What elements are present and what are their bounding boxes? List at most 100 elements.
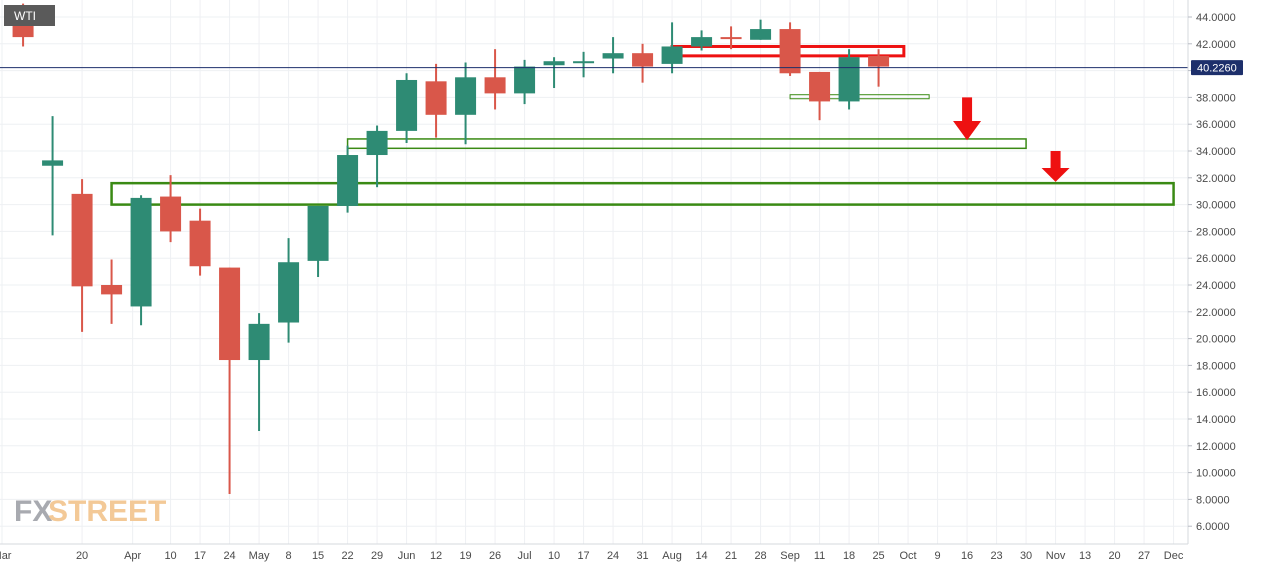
x-tick-label-14: 26 — [489, 550, 501, 562]
candle-2020-04-17 — [189, 208, 211, 276]
x-tick-label-19: 31 — [636, 550, 648, 562]
y-tick-label-18: 42.0000 — [1196, 39, 1236, 51]
candle-2020-06-19 — [455, 62, 477, 145]
x-tick-label-9: 22 — [341, 550, 353, 562]
x-tick-label-36: 27 — [1138, 550, 1150, 562]
candle-body — [573, 61, 595, 64]
zone-green-2 — [346, 138, 1027, 150]
candle-2020-06-05 — [396, 73, 418, 143]
candle-body — [691, 37, 713, 47]
x-tick-label-11: Jun — [398, 550, 416, 562]
candle-2020-06-12 — [425, 63, 447, 138]
candle-2020-05-15 — [307, 205, 329, 277]
candle-2020-07-17 — [573, 51, 595, 78]
y-tick-label-4: 14.0000 — [1196, 414, 1236, 426]
candles — [12, 3, 890, 495]
candle-2020-04-10 — [160, 175, 182, 243]
x-tick-label-3: 10 — [164, 550, 176, 562]
x-tick-label-1: 20 — [76, 550, 88, 562]
candle-body — [396, 79, 418, 131]
candle-body — [130, 197, 152, 307]
y-tick-label-19: 44.0000 — [1196, 12, 1236, 24]
svg-text:WTI: WTI — [14, 9, 36, 23]
y-tick-label-8: 22.0000 — [1196, 307, 1236, 319]
candle-2020-08-14 — [691, 30, 713, 51]
svg-text:FX: FX — [14, 495, 52, 528]
candle-2020-04-24 — [219, 267, 241, 495]
y-tick-label-16: 38.0000 — [1196, 92, 1236, 104]
candle-body — [484, 77, 506, 94]
candle-body — [425, 81, 447, 115]
x-tick-label-37: Dec — [1164, 550, 1184, 562]
x-tick-label-0: Mar — [0, 550, 12, 562]
current-price-badge: 40.2260 — [1191, 60, 1243, 76]
candle-2020-09-04 — [779, 22, 801, 76]
x-tick-label-35: 20 — [1108, 550, 1120, 562]
candle-2020-04-03 — [130, 195, 152, 326]
x-tick-label-15: Jul — [518, 550, 532, 562]
candle-body — [838, 57, 860, 102]
x-tick-label-29: 9 — [935, 550, 941, 562]
candle-body — [219, 267, 241, 361]
y-tick-label-13: 32.0000 — [1196, 173, 1236, 185]
x-tick-label-27: 25 — [872, 550, 884, 562]
x-tick-label-28: Oct — [900, 550, 917, 562]
candle-2020-03-13 — [42, 116, 64, 236]
candle-2020-05-08 — [278, 238, 300, 343]
candle-body — [337, 155, 359, 206]
x-tick-label-12: 12 — [430, 550, 442, 562]
y-tick-label-5: 16.0000 — [1196, 387, 1236, 399]
bearish-arrows — [953, 97, 1070, 182]
y-tick-label-10: 26.0000 — [1196, 253, 1236, 265]
candle-2020-03-20 — [71, 179, 93, 332]
x-tick-label-23: 28 — [754, 550, 766, 562]
x-tick-label-33: Nov — [1046, 550, 1066, 562]
x-tick-label-25: 11 — [814, 550, 825, 562]
candle-body — [809, 71, 831, 102]
x-tick-label-2: Apr — [124, 550, 141, 562]
y-tick-label-11: 28.0000 — [1196, 226, 1236, 238]
x-tick-label-30: 16 — [961, 550, 973, 562]
candle-body — [278, 262, 300, 323]
down-arrow-1 — [1041, 151, 1070, 182]
candle-2020-05-01 — [248, 313, 270, 432]
zone-green-1 — [789, 94, 930, 100]
x-tick-label-21: 14 — [695, 550, 707, 562]
candle-body — [71, 193, 93, 287]
down-arrow-0 — [953, 97, 982, 141]
y-tick-label-6: 18.0000 — [1196, 360, 1236, 372]
candle-body — [632, 53, 654, 67]
x-axis-tick-labels: Mar 20 Apr 10 17 24 May 8 15 22 29 Jun 12 19 26 Jul 10 17… — [0, 550, 1184, 562]
y-tick-label-15: 36.0000 — [1196, 119, 1236, 131]
candle-body — [101, 285, 123, 295]
candle-body — [248, 323, 270, 361]
candle-2020-08-28 — [750, 19, 772, 40]
symbol-badge: WTI — [4, 5, 55, 26]
candle-2020-07-31 — [632, 43, 654, 83]
candle-body — [160, 196, 182, 232]
x-tick-label-7: 8 — [286, 550, 292, 562]
x-tick-label-20: Aug — [662, 550, 682, 562]
candle-2020-08-07 — [661, 22, 683, 74]
candle-body — [514, 66, 536, 94]
x-tick-label-16: 10 — [548, 550, 560, 562]
candle-2020-05-22 — [337, 145, 359, 213]
x-tick-label-24: Sep — [780, 550, 800, 562]
candle-body — [868, 55, 890, 67]
y-tick-label-1: 8.0000 — [1196, 494, 1230, 506]
candle-2020-08-21 — [720, 26, 742, 50]
fxstreet-watermark: FX STREET — [14, 495, 166, 528]
plot-area — [0, 0, 1188, 544]
x-tick-label-13: 19 — [459, 550, 471, 562]
x-tick-label-17: 17 — [577, 550, 589, 562]
candle-2020-03-27 — [101, 259, 123, 324]
x-tick-label-10: 29 — [371, 550, 383, 562]
x-tick-label-22: 21 — [725, 550, 737, 562]
candle-body — [661, 46, 683, 64]
candle-body — [189, 220, 211, 267]
candle-body — [42, 160, 64, 166]
zone-green-3 — [110, 181, 1175, 206]
candle-body — [543, 61, 565, 66]
y-tick-label-7: 20.0000 — [1196, 334, 1236, 346]
